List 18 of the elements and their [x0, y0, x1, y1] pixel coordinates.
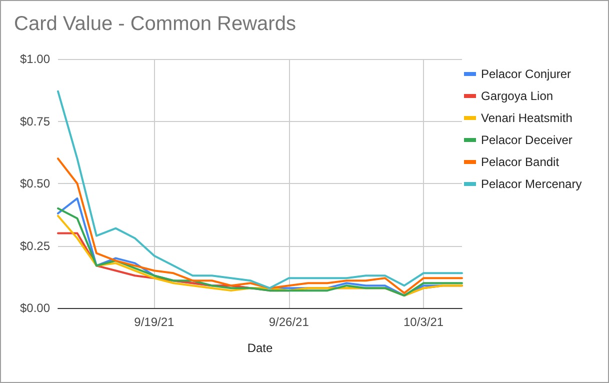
y-tick-label: $0.00 — [20, 301, 50, 315]
y-tick-label: $0.75 — [20, 114, 50, 128]
y-tick-label: $1.00 — [20, 52, 50, 66]
legend-label: Venari Heatsmith — [481, 111, 572, 125]
x-tick-label: 9/19/21 — [134, 315, 175, 329]
x-axis-title: Date — [247, 341, 273, 355]
x-tick-label: 9/26/21 — [268, 315, 310, 329]
y-tick-label: $0.25 — [20, 238, 50, 253]
y-tick-label: $0.50 — [20, 176, 50, 190]
line-series — [57, 90, 463, 290]
legend-label: Pelacor Deceiver — [481, 133, 572, 147]
legend-label: Pelacor Mercenary — [481, 177, 582, 191]
legend-label: Pelacor Conjurer — [481, 67, 572, 81]
line-series — [57, 158, 463, 294]
x-tick-label: 10/3/21 — [404, 315, 444, 329]
chart-title: Card Value - Common Rewards — [14, 13, 296, 35]
legend-label: Pelacor Bandit — [481, 155, 560, 169]
legend-label: Gargoya Lion — [481, 89, 554, 103]
